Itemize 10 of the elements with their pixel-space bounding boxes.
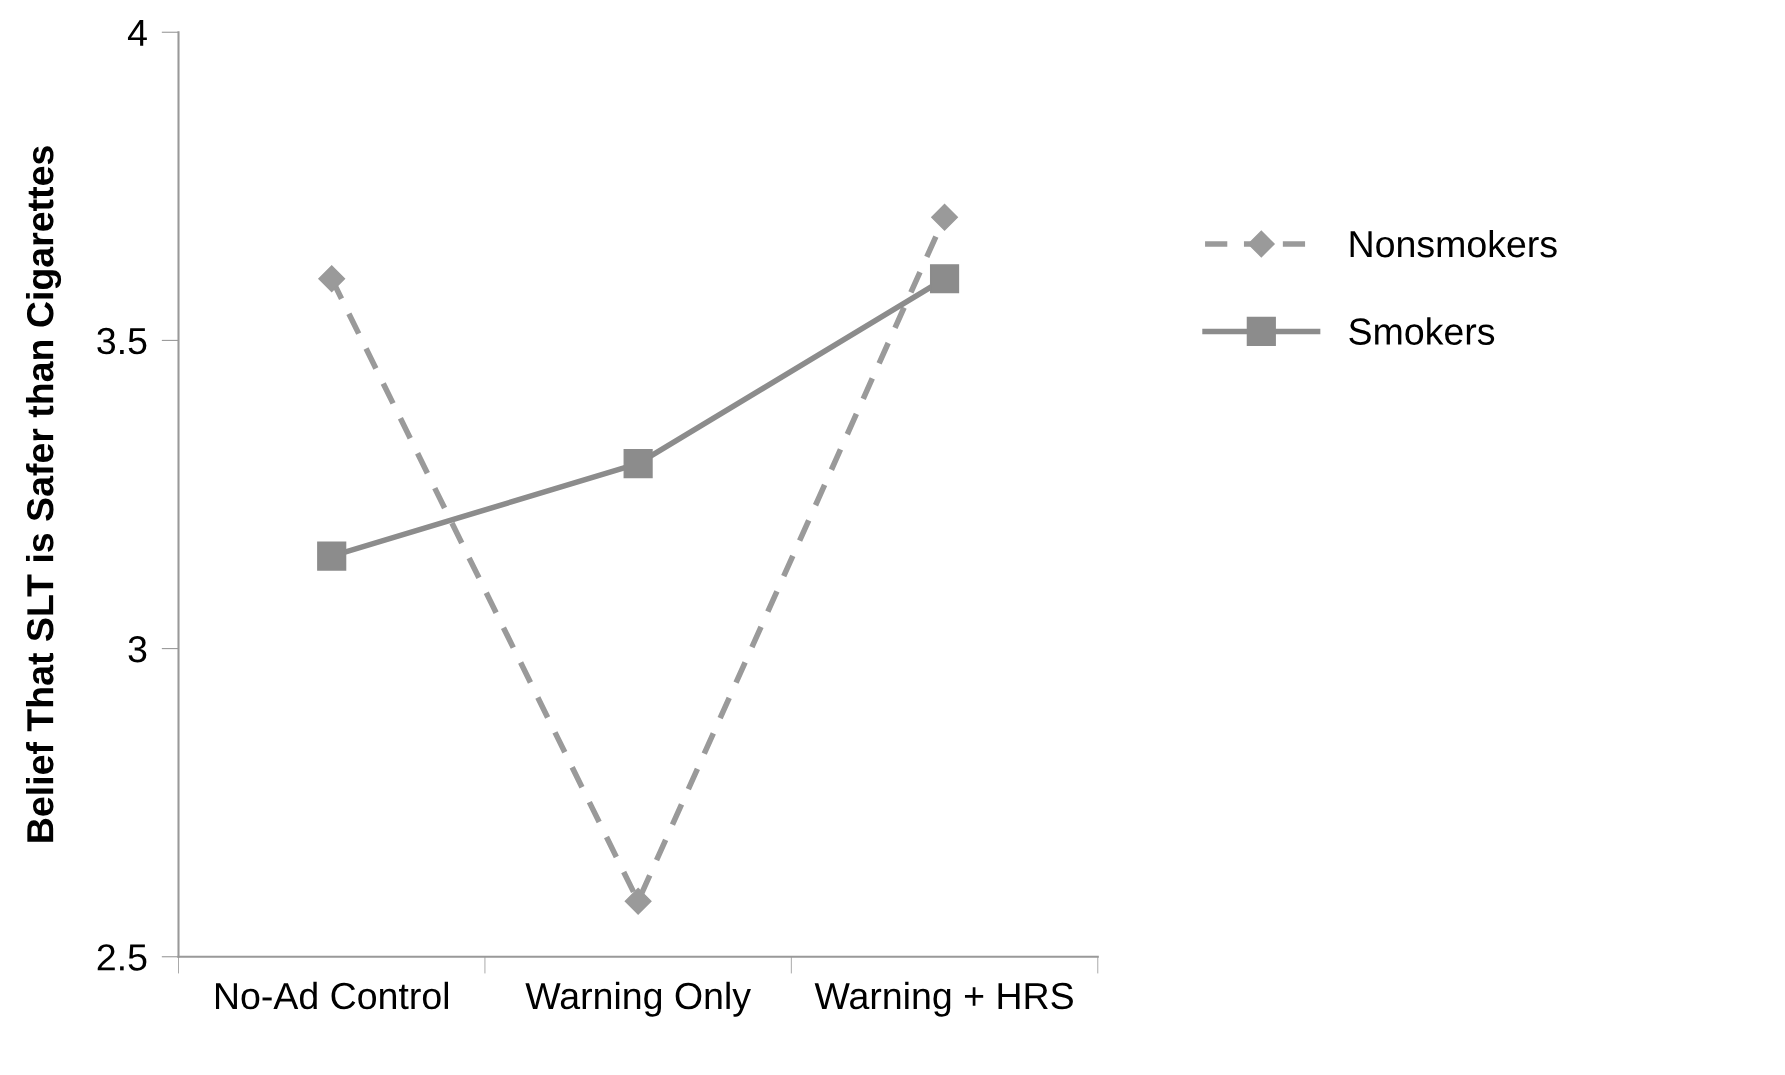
y-tick-label: 2.5 [97,944,147,971]
x-tick-label: No-Ad Control [216,981,449,1010]
y-axis-title: Belief That SLT is Safer than Cigarettes [25,146,62,842]
y-tick-label: 3 [128,635,147,663]
y-tick-label: 3.5 [97,327,147,355]
x-tick-label: Warning + HRS [814,981,1073,1017]
y-tick-label: 4 [127,20,147,46]
legend-label: Nonsmokers [1350,229,1557,258]
legend-label: Smokers [1349,317,1495,345]
x-tick-label: Warning Only [525,981,751,1017]
